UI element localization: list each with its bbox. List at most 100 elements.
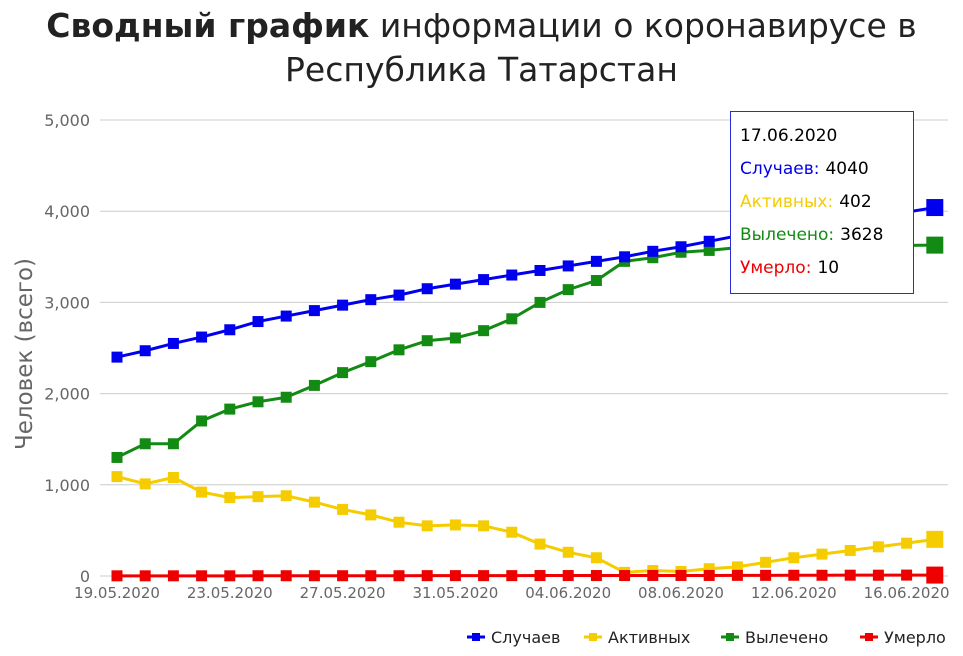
data-point[interactable]: [562, 546, 574, 558]
data-point[interactable]: [590, 552, 602, 564]
data-point[interactable]: [647, 252, 659, 264]
data-point[interactable]: [196, 415, 208, 427]
data-point[interactable]: [703, 244, 715, 256]
legend-item[interactable]: Умерло: [860, 628, 946, 647]
data-point[interactable]: [111, 471, 123, 483]
data-point[interactable]: [280, 391, 292, 403]
data-point[interactable]: [196, 331, 208, 343]
data-point[interactable]: [111, 351, 123, 363]
data-point[interactable]: [562, 570, 574, 582]
data-point[interactable]: [337, 570, 349, 582]
data-point[interactable]: [421, 570, 433, 582]
data-point[interactable]: [731, 561, 743, 573]
data-point[interactable]: [731, 569, 743, 581]
data-point[interactable]: [280, 570, 292, 582]
data-point[interactable]: [647, 245, 659, 257]
legend-item[interactable]: Активных: [584, 628, 690, 647]
data-point[interactable]: [788, 569, 800, 581]
data-point[interactable]: [449, 332, 461, 344]
data-point[interactable]: [421, 520, 433, 532]
data-point[interactable]: [534, 538, 546, 550]
data-point[interactable]: [619, 570, 631, 582]
data-point[interactable]: [590, 255, 602, 267]
data-point[interactable]: [562, 284, 574, 296]
data-point[interactable]: [926, 566, 944, 584]
data-point[interactable]: [534, 570, 546, 582]
data-point[interactable]: [478, 570, 490, 582]
data-point[interactable]: [365, 356, 377, 368]
data-point[interactable]: [619, 251, 631, 263]
data-point[interactable]: [590, 275, 602, 287]
data-point[interactable]: [252, 570, 264, 582]
data-point[interactable]: [816, 548, 828, 560]
data-point[interactable]: [280, 490, 292, 502]
data-point[interactable]: [506, 269, 518, 281]
data-point[interactable]: [167, 438, 179, 450]
data-point[interactable]: [308, 496, 320, 508]
data-point[interactable]: [252, 396, 264, 408]
data-point[interactable]: [365, 509, 377, 521]
data-point[interactable]: [534, 264, 546, 276]
legend-item[interactable]: Вылечено: [721, 628, 828, 647]
data-point[interactable]: [506, 526, 518, 538]
data-point[interactable]: [844, 544, 856, 556]
data-point[interactable]: [506, 313, 518, 325]
data-point[interactable]: [703, 563, 715, 575]
data-point[interactable]: [280, 310, 292, 322]
data-point[interactable]: [926, 236, 944, 254]
data-point[interactable]: [139, 438, 151, 450]
data-point[interactable]: [224, 324, 236, 336]
data-point[interactable]: [478, 520, 490, 532]
data-point[interactable]: [421, 283, 433, 295]
data-point[interactable]: [139, 478, 151, 490]
data-point[interactable]: [393, 516, 405, 528]
data-point[interactable]: [111, 451, 123, 463]
data-point[interactable]: [788, 552, 800, 564]
data-point[interactable]: [449, 519, 461, 531]
data-point[interactable]: [760, 556, 772, 568]
data-point[interactable]: [224, 570, 236, 582]
data-point[interactable]: [139, 345, 151, 357]
data-point[interactable]: [562, 260, 574, 272]
data-point[interactable]: [901, 569, 913, 581]
data-point[interactable]: [844, 569, 856, 581]
data-point[interactable]: [647, 569, 659, 581]
data-point[interactable]: [252, 316, 264, 328]
data-point[interactable]: [421, 335, 433, 347]
data-point[interactable]: [926, 530, 944, 548]
data-point[interactable]: [760, 569, 772, 581]
data-point[interactable]: [872, 541, 884, 553]
data-point[interactable]: [675, 241, 687, 253]
data-point[interactable]: [926, 199, 944, 217]
data-point[interactable]: [337, 299, 349, 311]
data-point[interactable]: [308, 305, 320, 317]
data-point[interactable]: [590, 570, 602, 582]
data-point[interactable]: [901, 537, 913, 549]
data-point[interactable]: [139, 570, 151, 582]
data-point[interactable]: [365, 570, 377, 582]
data-point[interactable]: [308, 570, 320, 582]
data-point[interactable]: [393, 344, 405, 356]
data-point[interactable]: [337, 367, 349, 379]
data-point[interactable]: [224, 403, 236, 415]
data-point[interactable]: [111, 570, 123, 582]
data-point[interactable]: [196, 570, 208, 582]
data-point[interactable]: [167, 570, 179, 582]
data-point[interactable]: [167, 472, 179, 484]
data-point[interactable]: [816, 569, 828, 581]
data-point[interactable]: [393, 570, 405, 582]
data-point[interactable]: [506, 570, 518, 582]
data-point[interactable]: [534, 296, 546, 308]
data-point[interactable]: [196, 486, 208, 498]
data-point[interactable]: [308, 379, 320, 391]
data-point[interactable]: [224, 492, 236, 504]
data-point[interactable]: [365, 294, 377, 306]
data-point[interactable]: [478, 274, 490, 286]
data-point[interactable]: [449, 570, 461, 582]
data-point[interactable]: [675, 569, 687, 581]
data-point[interactable]: [872, 569, 884, 581]
data-point[interactable]: [252, 491, 264, 503]
data-point[interactable]: [167, 337, 179, 349]
legend-item[interactable]: Случаев: [467, 628, 560, 647]
legend[interactable]: Случаев Активных Вылечено Умерло: [467, 628, 946, 647]
